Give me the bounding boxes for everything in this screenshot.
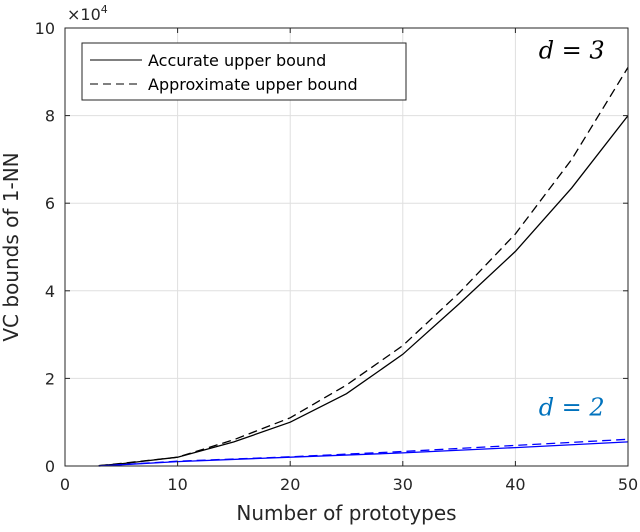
x-tick-label: 0 — [60, 475, 70, 494]
x-tick-label: 20 — [280, 475, 300, 494]
legend: Accurate upper bound Approximate upper b… — [81, 42, 407, 101]
y-tick-label: 0 — [45, 457, 55, 476]
y-tick-label: 8 — [45, 107, 55, 126]
legend-label-approximate: Approximate upper bound — [148, 75, 358, 94]
y-exponent-label: ×104 — [67, 3, 108, 24]
series-line-d2-dashed — [98, 438, 629, 467]
series-line-d2-solid — [98, 441, 629, 467]
y-exponent-power: 4 — [101, 3, 108, 16]
x-tick-label: 50 — [618, 475, 638, 494]
x-tick-label: 30 — [393, 475, 413, 494]
annotation-d2: d = 2 — [539, 394, 605, 422]
series-lines — [98, 67, 629, 467]
y-tick-label: 4 — [45, 282, 55, 301]
y-tick-label: 6 — [45, 194, 55, 213]
y-tick-label: 10 — [35, 19, 55, 38]
y-tick-label: 2 — [45, 369, 55, 388]
axis-ticks: 0 10 20 30 40 50 0 2 4 6 8 10 — [35, 19, 639, 494]
legend-box — [81, 42, 407, 101]
grid-lines — [65, 28, 628, 466]
x-tick-label: 10 — [167, 475, 187, 494]
y-axis-title: VC bounds of 1-NN — [0, 152, 23, 341]
x-axis-title: Number of prototypes — [236, 501, 456, 525]
annotation-d3: d = 3 — [539, 37, 605, 65]
legend-label-accurate: Accurate upper bound — [148, 51, 326, 70]
plot-frame — [64, 27, 629, 467]
x-tick-label: 40 — [505, 475, 525, 494]
series-line-d3-dashed — [98, 67, 629, 467]
